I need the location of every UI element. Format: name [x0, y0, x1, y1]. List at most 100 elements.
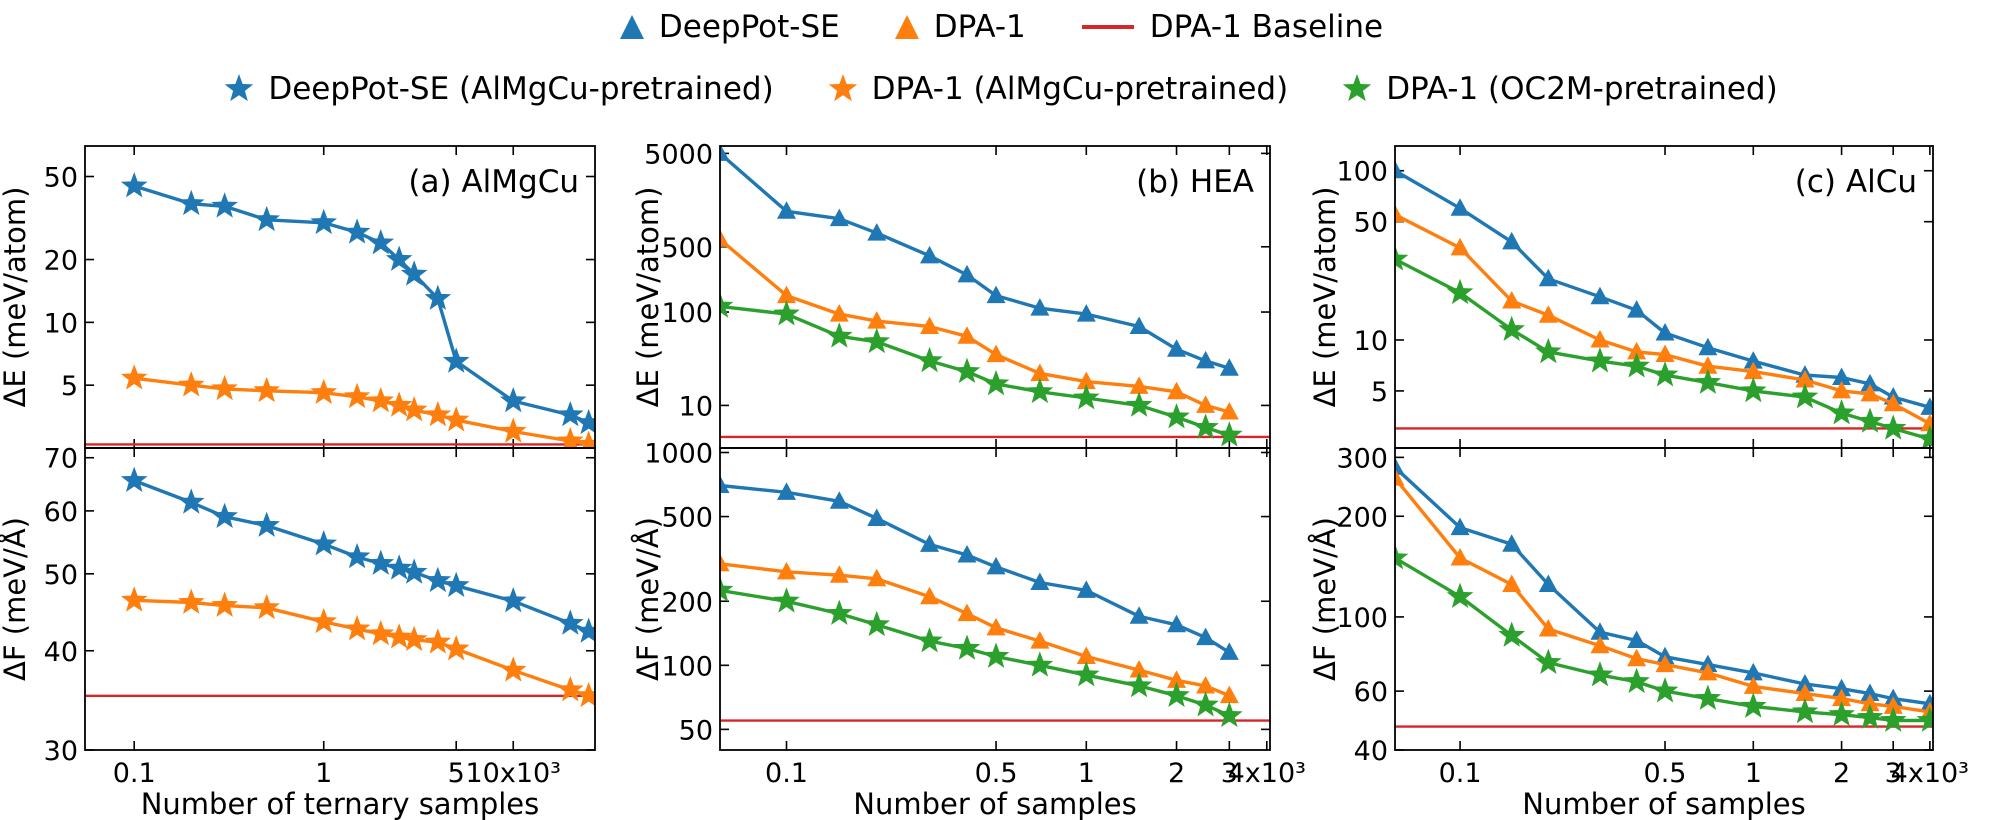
data-point-triangle: [1167, 381, 1187, 400]
series-line: [720, 483, 1231, 654]
data-point-triangle: [957, 544, 977, 563]
data-point-triangle: [1196, 395, 1216, 413]
data-point-triangle: [1538, 574, 1558, 593]
data-point-star: [1163, 681, 1190, 707]
data-point-triangle: [1743, 662, 1763, 681]
data-point-star: [442, 406, 470, 432]
y-axis-label: ΔF (meV/Å): [0, 517, 32, 681]
data-point-star: [773, 587, 800, 613]
y-tick-label: 50: [679, 715, 713, 746]
y-axis-label: ΔF (meV/Å): [631, 517, 665, 681]
data-point-star: [982, 642, 1010, 668]
data-point-triangle: [986, 285, 1006, 304]
series-line: [720, 238, 1230, 414]
data-point-star: [1856, 703, 1884, 729]
data-point-star: [1446, 278, 1474, 305]
y-tick-label: 30: [44, 736, 78, 767]
data-point-triangle: [1860, 373, 1880, 392]
data-point-star: [211, 192, 238, 218]
y-axis-label: ΔE (meV/atom): [0, 187, 32, 408]
data-point-star: [424, 284, 452, 310]
x-tick-label: 2: [1833, 758, 1850, 789]
data-point-star: [556, 609, 584, 635]
data-point-triangle: [1502, 534, 1522, 552]
data-point-star: [1651, 361, 1679, 387]
data-point-star: [385, 245, 413, 271]
data-point-star: [1026, 651, 1054, 677]
data-point-triangle: [1627, 630, 1647, 649]
triangle-icon: [894, 15, 919, 39]
data-point-triangle: [1395, 204, 1405, 223]
data-point-star: [1916, 424, 1933, 448]
data-point-triangle: [1395, 457, 1405, 475]
data-point-star: [1791, 383, 1819, 409]
panel-title: (b) HEA: [1136, 164, 1254, 200]
x-axis-label: Number of samples: [853, 787, 1136, 820]
data-point-triangle: [1627, 341, 1647, 360]
data-point-star: [556, 675, 584, 702]
y-tick-label: 20: [44, 246, 78, 277]
data-point-star: [1395, 245, 1409, 271]
data-point-star: [575, 430, 595, 448]
data-point-triangle: [1698, 337, 1718, 356]
y-tick-label: 5000: [644, 139, 713, 170]
data-point-triangle: [1795, 683, 1815, 702]
y-tick-label: 50: [44, 560, 78, 591]
data-point-star: [177, 588, 205, 614]
plot-frame: [719, 447, 1271, 751]
data-point-triangle: [777, 285, 797, 304]
data-point-star: [982, 369, 1010, 396]
data-point-triangle: [1590, 635, 1610, 654]
data-point-triangle: [1167, 614, 1187, 633]
data-point-star: [400, 558, 428, 584]
data-point-star: [442, 571, 470, 598]
data-point-star: [1192, 691, 1219, 717]
data-point-star: [1694, 368, 1722, 394]
data-point-triangle: [1883, 393, 1903, 412]
data-point-triangle: [986, 556, 1006, 575]
x-tick-label: 0.1: [113, 758, 156, 789]
data-point-star: [720, 292, 734, 318]
x-tick-label: 4x10³: [1228, 758, 1306, 789]
data-point-star: [1125, 391, 1153, 417]
legend-item-dpa1: DPA-1: [892, 9, 1026, 45]
data-point-triangle: [1743, 676, 1763, 694]
data-point-triangle: [1502, 290, 1522, 309]
y-tick-label: 10: [679, 391, 713, 422]
data-point-star: [825, 322, 853, 348]
data-point-star: [1828, 700, 1855, 727]
data-point-star: [499, 417, 527, 443]
data-point-star: [1192, 413, 1219, 439]
data-point-triangle: [1655, 654, 1675, 673]
data-point-triangle: [1030, 631, 1050, 649]
data-point-star: [367, 229, 395, 255]
legend-label: DPA-1 Baseline: [1149, 9, 1384, 45]
y-tick-label: 100: [1336, 157, 1388, 188]
data-point-triangle: [720, 146, 730, 161]
data-point-triangle: [920, 534, 940, 552]
data-point-triangle: [777, 561, 797, 580]
data-point-triangle: [1832, 380, 1852, 399]
data-point-triangle: [1129, 376, 1149, 394]
star-icon: [1342, 74, 1372, 102]
data-point-star: [253, 511, 280, 537]
x-tick-label: 3: [1221, 758, 1238, 789]
data-point-star: [825, 599, 853, 625]
plot-frame: [84, 447, 596, 751]
panel-a-force: 0.1 1 5 10x10³ 30 40 50 60 70 ΔF (meV/Å) Number of…: [0, 444, 596, 820]
data-point-triangle: [1590, 329, 1610, 348]
data-point-star: [1651, 677, 1679, 703]
data-point-triangle: [777, 201, 797, 219]
panel-a-energy: 5 10 20 50 (a) AlMgCu ΔE (meV/atom): [0, 145, 596, 449]
y-tick-label: 60: [44, 497, 78, 528]
data-point-star: [1535, 337, 1562, 364]
data-point-triangle: [1450, 548, 1470, 566]
data-point-triangle: [720, 553, 730, 572]
x-tick-label: 1: [1078, 758, 1095, 789]
data-point-triangle: [986, 344, 1006, 363]
data-point-star: [1535, 648, 1562, 674]
y-tick-label: 200: [661, 587, 713, 618]
legend-item-dpa1-oc2m: DPA-1 (OC2M-pretrained): [1340, 71, 1778, 107]
